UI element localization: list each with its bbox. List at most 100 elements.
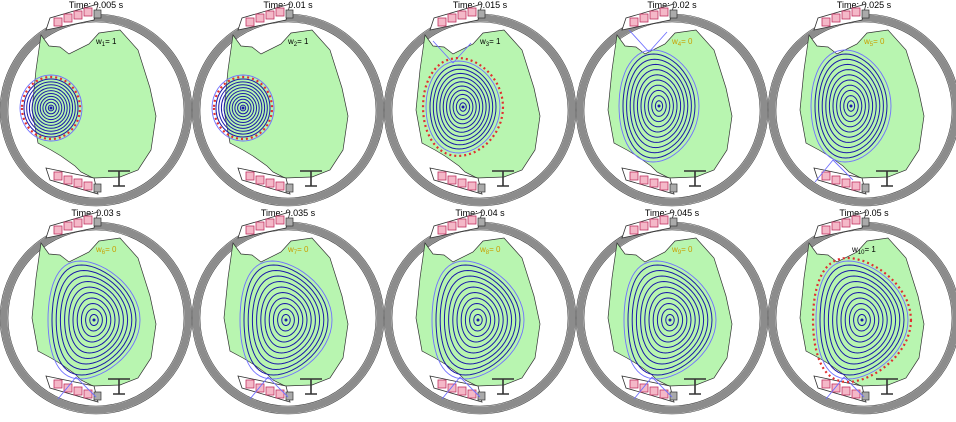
flux-contour — [464, 302, 492, 338]
flux-contour — [237, 101, 249, 115]
coil — [63, 175, 73, 185]
coil-passive — [861, 391, 870, 401]
flux-contour — [256, 280, 316, 360]
coil-passive — [93, 183, 102, 193]
flux-contour — [644, 286, 696, 354]
coil — [245, 379, 255, 389]
vessel-ring-inner — [199, 21, 377, 199]
plasma-region — [607, 237, 733, 387]
flux-contour — [39, 95, 63, 121]
last-closed-flux-surface — [810, 49, 892, 163]
x-point-legs — [825, 376, 865, 400]
coil — [265, 386, 275, 396]
coil — [83, 389, 93, 399]
limiter — [492, 378, 514, 395]
magnetic-axis — [92, 318, 96, 322]
coil-passive — [285, 9, 294, 19]
weight-label: w4= 0 — [671, 37, 693, 48]
coil — [63, 221, 73, 231]
limiter — [876, 170, 898, 187]
coil — [73, 10, 83, 20]
magnetic-axis — [241, 106, 245, 110]
coil — [831, 175, 841, 185]
coil — [851, 215, 861, 225]
target-boundary — [811, 256, 913, 384]
coil — [63, 13, 73, 23]
limiter — [108, 378, 130, 395]
weight-value: = 1 — [105, 37, 117, 46]
last-closed-flux-surface — [425, 60, 501, 154]
coil — [457, 10, 467, 20]
plasma-region — [31, 29, 157, 179]
flux-contour — [647, 89, 671, 123]
coil — [437, 225, 447, 235]
weight-value: = 1 — [864, 245, 876, 254]
panel-6: Time: 0.03 sw6= 0 — [0, 208, 193, 415]
weight-subscript: 3 — [486, 42, 490, 48]
coil — [639, 175, 649, 185]
magnetic-axis — [476, 318, 480, 322]
limiter — [684, 170, 706, 187]
flux-contour — [651, 95, 667, 117]
last-closed-flux-surface — [623, 260, 717, 380]
x-point-legs — [628, 29, 668, 53]
coil — [659, 215, 669, 225]
plasma-region — [223, 29, 349, 179]
panel-9: Time: 0.045 sw9= 0 — [575, 208, 769, 415]
flux-contour — [469, 308, 487, 332]
target-boundary — [421, 56, 505, 158]
flux-contour — [629, 63, 689, 149]
flux-contour — [215, 78, 271, 138]
coil — [275, 389, 285, 399]
weight-subscript: 9 — [678, 250, 682, 256]
coil — [447, 13, 457, 23]
weight-subscript: 1 — [102, 42, 106, 48]
weight-value: = 0 — [105, 245, 117, 254]
magnetic-axis — [657, 104, 661, 108]
coil — [467, 389, 477, 399]
plasma-region — [799, 237, 925, 387]
flux-contour — [836, 286, 888, 354]
last-closed-flux-surface — [239, 260, 333, 380]
coil — [255, 175, 265, 185]
weight-subscript: 10 — [858, 250, 865, 256]
flux-contour — [848, 302, 876, 338]
panel-3: Time: 0.015 sw3= 1 — [383, 0, 577, 207]
flux-contour — [439, 269, 517, 371]
coil — [649, 10, 659, 20]
flux-contour — [635, 275, 705, 365]
coil — [821, 379, 831, 389]
x-point-legs — [432, 40, 472, 64]
flux-contour — [226, 90, 260, 126]
weight-label: w3= 1 — [479, 37, 501, 48]
flux-contour — [821, 63, 881, 149]
flux-contour — [627, 264, 713, 376]
coil — [841, 386, 851, 396]
coil — [437, 17, 447, 27]
weight-value: = 1 — [489, 37, 501, 46]
coil — [851, 181, 861, 191]
flux-contour — [661, 308, 679, 332]
flux-contour — [439, 77, 487, 137]
coil — [841, 10, 851, 20]
weight-label: w1= 1 — [95, 37, 117, 48]
flux-contour — [34, 90, 68, 126]
coil — [467, 7, 477, 17]
coil-passive — [861, 183, 870, 193]
limiter — [300, 170, 322, 187]
flux-contour — [432, 68, 494, 146]
coil — [629, 17, 639, 27]
coil — [255, 221, 265, 231]
flux-contour — [825, 69, 877, 143]
coil-passive — [477, 217, 486, 227]
coil-passive — [669, 183, 678, 193]
flux-contour — [622, 53, 696, 159]
coil-passive — [93, 217, 102, 227]
limiter — [876, 378, 898, 395]
flux-contour — [435, 264, 521, 376]
weight-label: w5= 0 — [863, 37, 885, 48]
coil — [629, 225, 639, 235]
limiter — [492, 170, 514, 187]
